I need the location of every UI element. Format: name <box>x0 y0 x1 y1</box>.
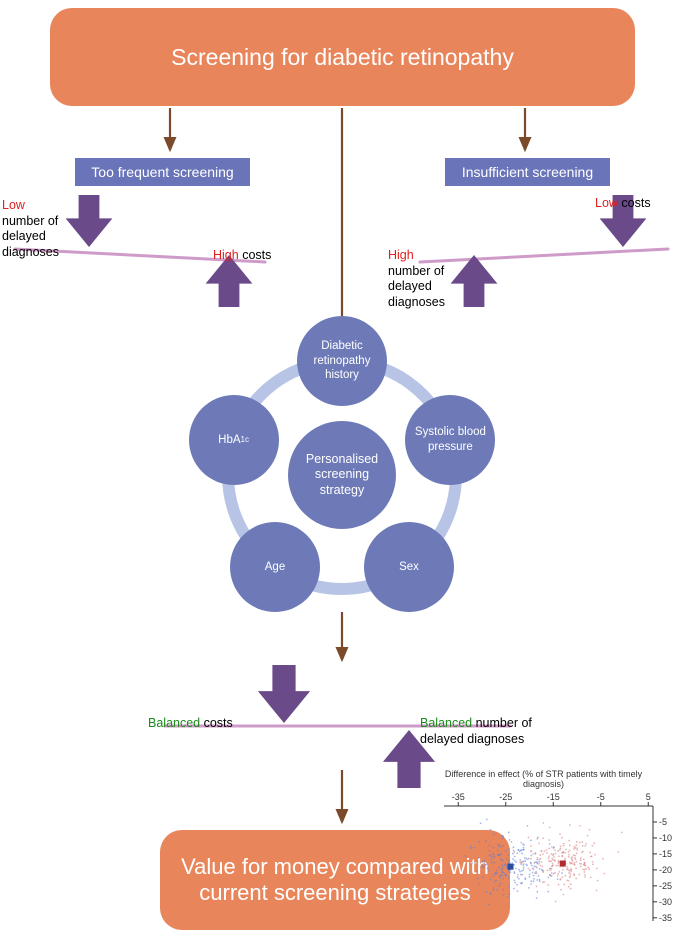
svg-text:-5: -5 <box>659 817 667 827</box>
svg-text:-15: -15 <box>547 792 560 802</box>
scatter-chart: Difference in effect (% of STR patients … <box>438 770 673 925</box>
fat-arrow-down <box>63 195 115 247</box>
svg-text:-5: -5 <box>597 792 605 802</box>
svg-text:-10: -10 <box>659 833 672 843</box>
annotation-label: Lownumber ofdelayeddiagnoses <box>2 198 59 261</box>
svg-text:-15: -15 <box>659 849 672 859</box>
annotation-label: Balanced number ofdelayed diagnoses <box>420 716 532 747</box>
scatter-svg: Difference in effect (% of STR patients … <box>438 770 673 925</box>
svg-text:-30: -30 <box>659 897 672 907</box>
factor-circle: HbA1c <box>189 395 279 485</box>
factor-circle: Systolic blood pressure <box>405 395 495 485</box>
factor-circle: Age <box>230 522 320 612</box>
svg-text:-25: -25 <box>499 792 512 802</box>
annotation-label: Highnumber ofdelayeddiagnoses <box>388 248 445 311</box>
svg-text:-35: -35 <box>452 792 465 802</box>
fat-arrow-up <box>448 255 500 307</box>
svg-text:-25: -25 <box>659 881 672 891</box>
svg-text:-35: -35 <box>659 913 672 923</box>
annotation-label: High costs <box>213 248 271 264</box>
factor-circle: Sex <box>364 522 454 612</box>
center-circle-text: Personalised screening strategy <box>294 452 390 499</box>
svg-text:-20: -20 <box>659 865 672 875</box>
factor-circle: Diabetic retinopathy history <box>297 316 387 406</box>
annotation-label: Low costs <box>595 196 651 212</box>
center-circle: Personalised screening strategy <box>288 421 396 529</box>
fat-arrow-down <box>255 665 313 723</box>
svg-text:5: 5 <box>646 792 651 802</box>
annotation-label: Balanced costs <box>148 716 233 732</box>
